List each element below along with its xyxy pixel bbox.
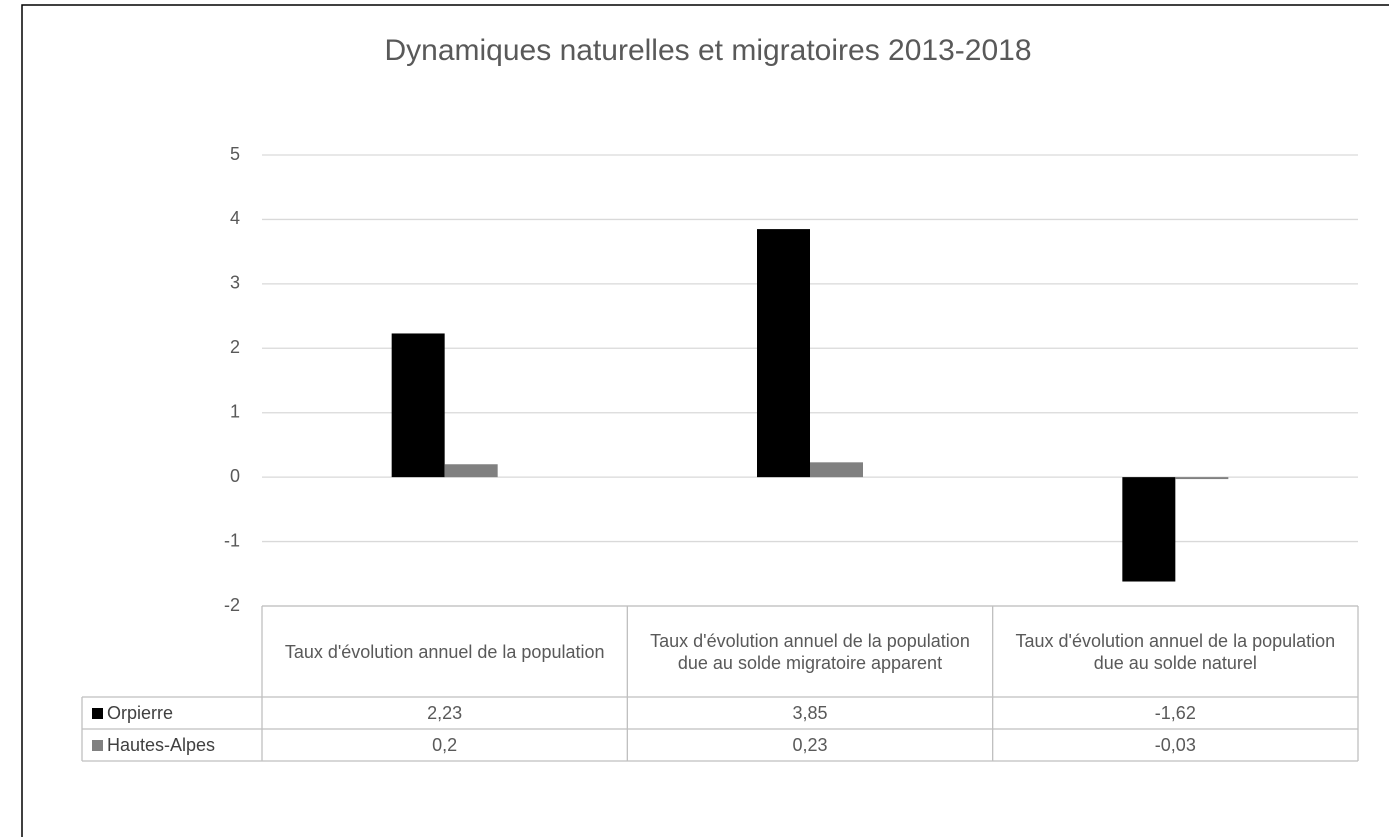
chart-frame — [21, 4, 1389, 837]
legend-key — [92, 739, 103, 751]
bar — [1175, 477, 1229, 480]
y-tick-label: 2 — [230, 337, 240, 357]
y-tick-label: 5 — [230, 144, 240, 164]
bar — [391, 333, 445, 478]
category-label: Taux d'évolution annuel de la population — [284, 641, 605, 662]
y-tick-label: -1 — [224, 530, 240, 550]
y-tick-label: 0 — [230, 466, 240, 486]
legend-label: Orpierre — [107, 703, 174, 723]
bar — [1122, 477, 1176, 582]
bar — [810, 462, 863, 478]
value-label: 0,23 — [792, 735, 828, 755]
bar — [757, 229, 810, 478]
y-tick-label: -2 — [224, 595, 240, 615]
value-label: -1,62 — [1154, 703, 1196, 723]
legend-key — [92, 707, 103, 719]
value-label: 2,23 — [427, 703, 463, 723]
bar — [444, 464, 498, 478]
legend-entry: Hautes-Alpes — [82, 729, 262, 761]
category-label: Taux d'évolution annuel de la population… — [650, 630, 970, 673]
chart-title: Dynamiques naturelles et migratoires 201… — [384, 34, 1031, 67]
legend-entry: Orpierre — [82, 697, 262, 729]
y-tick-label: 3 — [230, 273, 240, 293]
y-tick-label: 4 — [230, 208, 240, 228]
value-label: 3,85 — [792, 703, 828, 723]
value-label: -0,03 — [1154, 735, 1196, 755]
legend-label: Hautes-Alpes — [107, 735, 216, 755]
category-label: Taux d'évolution annuel de la population… — [1015, 630, 1336, 673]
y-tick-label: 1 — [230, 401, 240, 421]
value-label: 0,2 — [432, 735, 458, 755]
